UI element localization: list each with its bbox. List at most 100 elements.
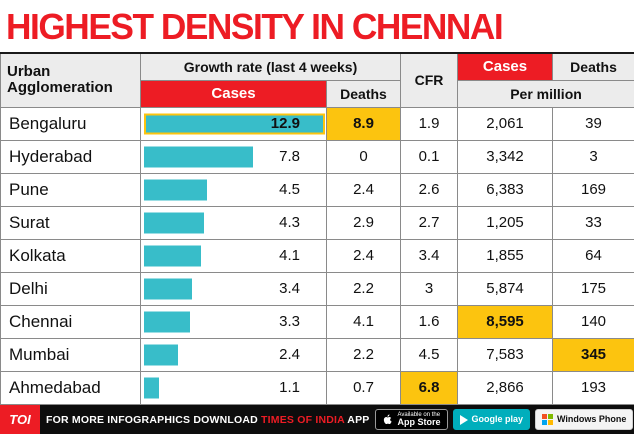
growth-bar <box>144 278 192 299</box>
growth-cases-value: 4.1 <box>279 247 300 264</box>
growth-bar <box>144 311 191 332</box>
growth-cases-cell: 1.1 <box>140 370 327 405</box>
cfr-value: 6.8 <box>400 370 459 405</box>
city-label: Kolkata <box>0 238 141 273</box>
badge-label: App Store <box>397 416 441 427</box>
growth-deaths-value: 2.2 <box>325 337 402 372</box>
header-urban-agglomeration: Urban Agglomeration <box>0 52 141 108</box>
table-header: Urban Agglomeration Growth rate (last 4 … <box>0 52 634 108</box>
growth-bar <box>144 146 254 167</box>
deaths-per-million-value: 345 <box>552 337 634 372</box>
growth-cases-cell: 4.5 <box>140 172 327 207</box>
city-label: Bengaluru <box>0 106 141 141</box>
growth-cases-value: 7.8 <box>279 148 300 165</box>
growth-deaths-value: 8.9 <box>325 106 402 141</box>
windows-icon <box>542 414 554 425</box>
header-per-million: Per million <box>457 79 634 108</box>
growth-cases-cell: 3.3 <box>140 304 327 339</box>
growth-cases-value: 4.3 <box>279 214 300 231</box>
table-body: Bengaluru 12.9 8.9 1.9 2,061 39 Hyderaba… <box>0 106 634 405</box>
cfr-value: 3 <box>400 271 459 306</box>
density-table: Urban Agglomeration Growth rate (last 4 … <box>0 52 634 405</box>
growth-deaths-value: 2.4 <box>325 172 402 207</box>
growth-cases-value: 1.1 <box>279 379 300 396</box>
growth-deaths-value: 2.2 <box>325 271 402 306</box>
cfr-value: 3.4 <box>400 238 459 273</box>
footer-text-before: FOR MORE INFOGRAPHICS DOWNLOAD <box>46 413 258 426</box>
deaths-per-million-value: 33 <box>552 205 634 240</box>
cfr-value: 2.7 <box>400 205 459 240</box>
growth-deaths-value: 0.7 <box>325 370 402 405</box>
app-store-badge[interactable]: Available on the App Store <box>375 409 448 430</box>
deaths-per-million-value: 64 <box>552 238 634 273</box>
table-row-pune: Pune 4.5 2.4 2.6 6,383 169 <box>0 172 634 207</box>
city-label: Chennai <box>0 304 141 339</box>
growth-deaths-value: 0 <box>325 139 402 174</box>
growth-cases-value: 12.9 <box>270 115 300 132</box>
table-row-ahmedabad: Ahmedabad 1.1 0.7 6.8 2,866 193 <box>0 370 634 405</box>
page-title: HIGHEST DENSITY IN CHENNAI <box>6 6 504 47</box>
footer-brand: TIMES OF INDIA <box>261 413 345 426</box>
table-row-surat: Surat 4.3 2.9 2.7 1,205 33 <box>0 205 634 240</box>
city-label: Mumbai <box>0 337 141 372</box>
table-row-delhi: Delhi 3.4 2.2 3 5,874 175 <box>0 271 634 306</box>
deaths-per-million-value: 193 <box>552 370 634 405</box>
city-label: Ahmedabad <box>0 370 141 405</box>
growth-bar <box>144 113 325 134</box>
toi-logo: TOI <box>0 405 40 434</box>
cfr-value: 2.6 <box>400 172 459 207</box>
city-label: Pune <box>0 172 141 207</box>
cfr-value: 0.1 <box>400 139 459 174</box>
city-label: Surat <box>0 205 141 240</box>
header-deaths-per-million: Deaths <box>552 52 634 81</box>
city-label: Delhi <box>0 271 141 306</box>
cases-per-million-value: 2,866 <box>457 370 554 405</box>
header-cfr: CFR <box>400 52 459 108</box>
growth-cases-value: 2.4 <box>279 346 300 363</box>
cases-per-million-value: 8,595 <box>457 304 554 339</box>
growth-bar <box>144 344 178 365</box>
store-badges: Available on the App Store Google play W… <box>375 409 634 430</box>
deaths-per-million-value: 3 <box>552 139 634 174</box>
growth-deaths-value: 2.9 <box>325 205 402 240</box>
growth-cases-cell: 2.4 <box>140 337 327 372</box>
google-play-badge[interactable]: Google play <box>452 409 531 430</box>
title-bar: HIGHEST DENSITY IN CHENNAI <box>0 0 634 52</box>
windows-phone-badge[interactable]: Windows Phone <box>535 409 634 430</box>
footer-bar: TOI FOR MORE INFOGRAPHICS DOWNLOAD TIMES… <box>0 405 634 434</box>
play-icon <box>459 414 468 425</box>
badge-label: Windows Phone <box>557 413 627 424</box>
cfr-value: 4.5 <box>400 337 459 372</box>
table-row-mumbai: Mumbai 2.4 2.2 4.5 7,583 345 <box>0 337 634 372</box>
cases-per-million-value: 5,874 <box>457 271 554 306</box>
growth-deaths-value: 2.4 <box>325 238 402 273</box>
header-growth-deaths: Deaths <box>325 79 402 108</box>
badge-label: Google play <box>471 413 524 424</box>
cases-per-million-value: 1,855 <box>457 238 554 273</box>
table-row-chennai: Chennai 3.3 4.1 1.6 8,595 140 <box>0 304 634 339</box>
deaths-per-million-value: 39 <box>552 106 634 141</box>
cases-per-million-value: 2,061 <box>457 106 554 141</box>
badge-tagline: Available on the <box>397 411 441 418</box>
growth-cases-cell: 4.1 <box>140 238 327 273</box>
apple-icon <box>384 414 393 425</box>
cfr-value: 1.9 <box>400 106 459 141</box>
growth-cases-cell: 12.9 <box>140 106 327 141</box>
city-label: Hyderabad <box>0 139 141 174</box>
deaths-per-million-value: 175 <box>552 271 634 306</box>
growth-deaths-value: 4.1 <box>325 304 402 339</box>
growth-bar <box>144 179 208 200</box>
growth-cases-value: 4.5 <box>279 181 300 198</box>
header-cases-per-million: Cases <box>457 52 554 81</box>
growth-cases-cell: 3.4 <box>140 271 327 306</box>
header-growth-rate: Growth rate (last 4 weeks) <box>139 52 402 81</box>
growth-cases-value: 3.4 <box>279 280 300 297</box>
cases-per-million-value: 6,383 <box>457 172 554 207</box>
footer-text: FOR MORE INFOGRAPHICS DOWNLOAD TIMES OF … <box>46 414 369 426</box>
footer-text-after: APP <box>347 413 370 426</box>
growth-cases-cell: 4.3 <box>140 205 327 240</box>
growth-bar <box>144 245 202 266</box>
header-growth-cases: Cases <box>140 79 327 108</box>
growth-bar <box>144 212 205 233</box>
